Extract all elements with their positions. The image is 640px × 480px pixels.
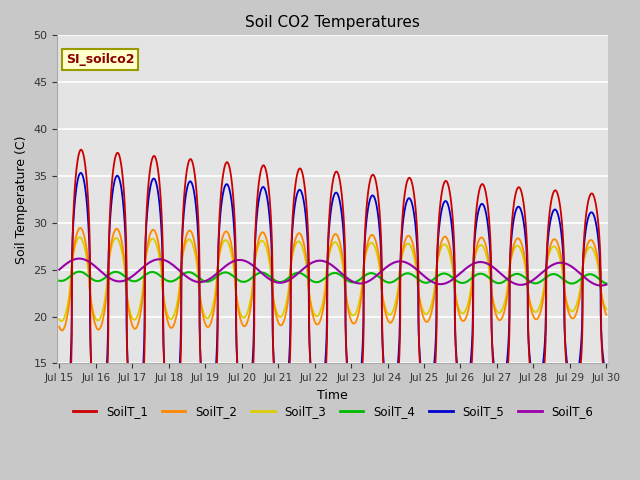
Legend: SoilT_1, SoilT_2, SoilT_3, SoilT_4, SoilT_5, SoilT_6: SoilT_1, SoilT_2, SoilT_3, SoilT_4, Soil… bbox=[68, 401, 598, 423]
X-axis label: Time: Time bbox=[317, 389, 348, 402]
Y-axis label: Soil Temperature (C): Soil Temperature (C) bbox=[15, 135, 28, 264]
Title: Soil CO2 Temperatures: Soil CO2 Temperatures bbox=[245, 15, 420, 30]
Text: SI_soilco2: SI_soilco2 bbox=[66, 53, 134, 66]
